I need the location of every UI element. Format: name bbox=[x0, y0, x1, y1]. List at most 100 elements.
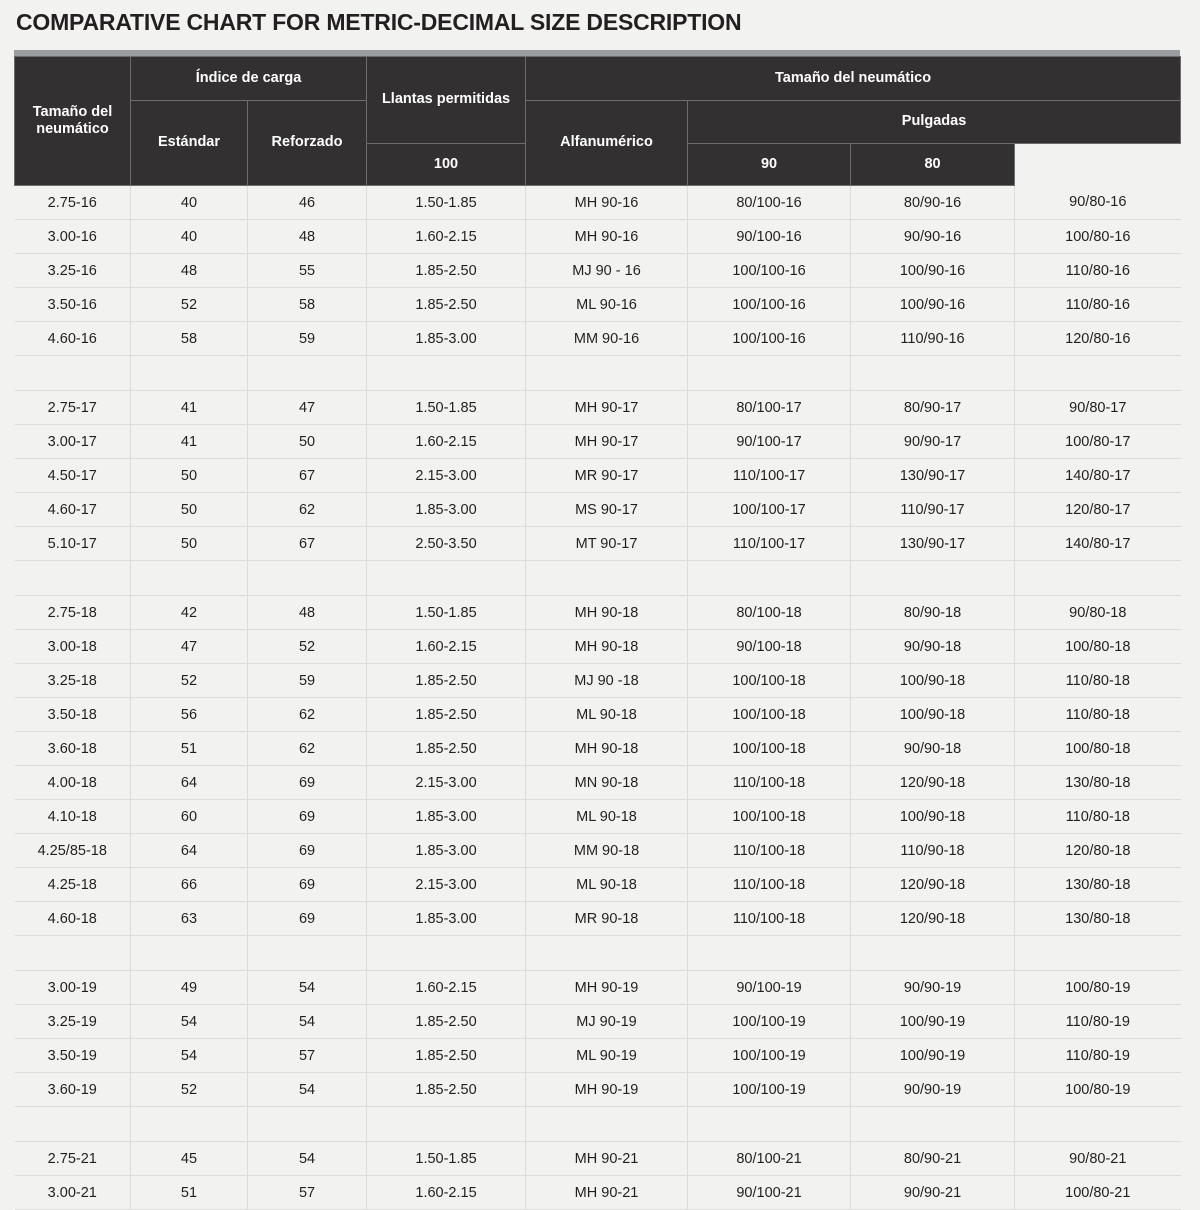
table-row: 4.60-18 63 69 1.85-3.00 MR 90-18 110/100-18 12… bbox=[14, 901, 1181, 936]
table-cell: 110/100-18 bbox=[687, 867, 852, 902]
table-spacer-cell bbox=[130, 935, 248, 971]
table-cell: 67 bbox=[247, 526, 368, 561]
table-cell: 52 bbox=[130, 1072, 248, 1107]
page-title: COMPARATIVE CHART FOR METRIC-DECIMAL SIZ… bbox=[16, 9, 742, 35]
table-cell: 3.00-21 bbox=[14, 1175, 131, 1210]
table-spacer-row bbox=[14, 1106, 1181, 1142]
table-cell: 120/90-18 bbox=[850, 765, 1016, 800]
table-cell: 2.75-18 bbox=[14, 595, 131, 630]
table-cell: 110/80-19 bbox=[1014, 1004, 1181, 1039]
table-cell: 1.50-1.85 bbox=[366, 390, 527, 425]
header-row-2: Estándar Reforzado Alfanumérico Pulgadas bbox=[15, 100, 1182, 186]
table-cell: 1.50-1.85 bbox=[366, 1141, 527, 1176]
table-cell: 2.15-3.00 bbox=[366, 458, 527, 493]
table-spacer-cell bbox=[247, 1106, 368, 1142]
table-cell: 90/90-19 bbox=[850, 970, 1016, 1005]
table-cell: 130/80-18 bbox=[1014, 901, 1181, 936]
table-cell: 80/100-16 bbox=[687, 185, 852, 220]
table-cell: MH 90-17 bbox=[525, 390, 689, 425]
table-row: 3.60-18 51 62 1.85-2.50 MH 90-18 100/100-18 90… bbox=[14, 731, 1181, 766]
table-cell: 51 bbox=[130, 1175, 248, 1210]
table-cell: MN 90-18 bbox=[525, 765, 689, 800]
table-cell: 90/80-18 bbox=[1014, 595, 1181, 630]
table-cell: 5.10-17 bbox=[14, 526, 131, 561]
table-cell: 140/80-17 bbox=[1014, 458, 1181, 493]
table-spacer-cell bbox=[130, 560, 248, 596]
table-spacer-cell bbox=[247, 560, 368, 596]
table-cell: 100/90-18 bbox=[850, 697, 1016, 732]
table-cell: 1.85-2.50 bbox=[366, 663, 527, 698]
table-cell: 130/80-18 bbox=[1014, 765, 1181, 800]
table-cell: 80/90-18 bbox=[850, 595, 1016, 630]
header-allowed-rims: Llantas permitidas bbox=[366, 56, 527, 144]
table-cell: 46 bbox=[247, 185, 368, 220]
table-cell: 3.50-16 bbox=[14, 287, 131, 322]
table-cell: ML 90-18 bbox=[525, 697, 689, 732]
table-cell: 80/100-21 bbox=[687, 1141, 852, 1176]
table-cell: 100/80-19 bbox=[1014, 970, 1181, 1005]
table-cell: 110/80-19 bbox=[1014, 1038, 1181, 1073]
table-top-cap-bar bbox=[14, 50, 1180, 56]
table-cell: MJ 90 - 16 bbox=[525, 253, 689, 288]
table-cell: 69 bbox=[247, 867, 368, 902]
table-spacer-cell bbox=[14, 1106, 131, 1142]
table-cell: 50 bbox=[130, 526, 248, 561]
table-cell: 100/90-19 bbox=[850, 1038, 1016, 1073]
table-cell: ML 90-18 bbox=[525, 799, 689, 834]
table-row: 4.25-18 66 69 2.15-3.00 ML 90-18 110/100-18 12… bbox=[14, 867, 1181, 902]
table-cell: 3.60-19 bbox=[14, 1072, 131, 1107]
table-cell: 1.85-3.00 bbox=[366, 833, 527, 868]
table-cell: 100/100-19 bbox=[687, 1038, 852, 1073]
header-reinforced: Reforzado bbox=[246, 100, 368, 186]
table-cell: 69 bbox=[247, 833, 368, 868]
table-cell: MJ 90 -18 bbox=[525, 663, 689, 698]
table-cell: MM 90-18 bbox=[525, 833, 689, 868]
table-cell: 3.00-17 bbox=[14, 424, 131, 459]
table-row: 4.25/85-18 64 69 1.85-3.00 MM 90-18 110/100-1… bbox=[14, 833, 1181, 868]
table-row: 5.10-17 50 67 2.50-3.50 MT 90-17 110/100-17 13… bbox=[14, 526, 1181, 561]
table-cell: 80/100-18 bbox=[687, 595, 852, 630]
table-spacer-cell bbox=[850, 355, 1016, 391]
table-cell: 100/90-18 bbox=[850, 663, 1016, 698]
table-row: 4.60-17 50 62 1.85-3.00 MS 90-17 100/100-17 11… bbox=[14, 492, 1181, 527]
table-cell: 90/90-16 bbox=[850, 219, 1016, 254]
table-row: 3.25-19 54 54 1.85-2.50 MJ 90-19 100/100-19 10… bbox=[14, 1004, 1181, 1039]
header-alphanumeric: Alfanumérico bbox=[525, 100, 689, 186]
table-cell: MH 90-18 bbox=[525, 629, 689, 664]
comparative-chart-table: Tamaño del neumático Índice de carga Lla… bbox=[14, 56, 1182, 1210]
table-cell: 90/100-21 bbox=[687, 1175, 852, 1210]
table-cell: 3.25-16 bbox=[14, 253, 131, 288]
table-cell: 1.60-2.15 bbox=[366, 970, 527, 1005]
table-cell: 64 bbox=[130, 833, 248, 868]
table-cell: 69 bbox=[247, 901, 368, 936]
table-cell: 40 bbox=[130, 185, 248, 220]
table-cell: 100/80-17 bbox=[1014, 424, 1181, 459]
table-spacer-cell bbox=[525, 355, 689, 391]
header-tire-size: Tamaño del neumático bbox=[14, 56, 131, 186]
table-cell: 90/90-18 bbox=[850, 731, 1016, 766]
table-cell: 110/80-16 bbox=[1014, 253, 1181, 288]
header-row-1: Tamaño del neumático Índice de carga Lla… bbox=[14, 56, 1182, 186]
table-cell: 48 bbox=[130, 253, 248, 288]
table-cell: 120/90-18 bbox=[850, 867, 1016, 902]
table-cell: 1.85-2.50 bbox=[366, 1038, 527, 1073]
header-row-3: 100 90 80 bbox=[15, 143, 1181, 186]
table-cell: 60 bbox=[130, 799, 248, 834]
table-cell: 140/80-17 bbox=[1014, 526, 1181, 561]
table-cell: 90/80-21 bbox=[1014, 1141, 1181, 1176]
table-spacer-cell bbox=[14, 935, 131, 971]
table-cell: 41 bbox=[130, 390, 248, 425]
table-cell: 110/100-18 bbox=[687, 765, 852, 800]
table-spacer-cell bbox=[850, 935, 1016, 971]
table-cell: 110/100-18 bbox=[687, 901, 852, 936]
table-cell: 130/90-17 bbox=[850, 458, 1016, 493]
table-spacer-cell bbox=[130, 355, 248, 391]
table-row: 2.75-16 40 46 1.50-1.85 MH 90-16 80/100-16 80/… bbox=[14, 185, 1181, 220]
table-cell: 3.50-19 bbox=[14, 1038, 131, 1073]
table-cell: 110/80-16 bbox=[1014, 287, 1181, 322]
table-cell: MH 90-18 bbox=[525, 731, 689, 766]
table-cell: MH 90-21 bbox=[525, 1175, 689, 1210]
table-cell: 49 bbox=[130, 970, 248, 1005]
table-cell: MM 90-16 bbox=[525, 321, 689, 356]
table-cell: 56 bbox=[130, 697, 248, 732]
